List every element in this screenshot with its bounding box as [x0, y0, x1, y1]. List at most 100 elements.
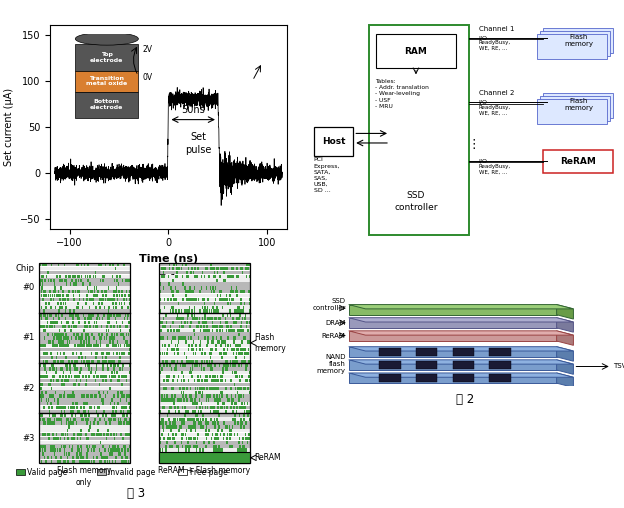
Bar — [243, 406, 245, 409]
Bar — [176, 317, 178, 321]
Bar — [102, 456, 104, 459]
Bar — [71, 410, 72, 413]
Bar — [240, 313, 241, 316]
Bar — [59, 294, 61, 297]
Bar — [43, 344, 45, 347]
Bar — [172, 360, 173, 363]
Bar — [117, 313, 118, 316]
Bar — [192, 398, 193, 401]
Bar — [67, 456, 68, 459]
Bar — [199, 449, 200, 452]
Bar — [54, 294, 56, 297]
Bar — [70, 313, 71, 316]
Bar — [107, 306, 109, 309]
Bar — [70, 367, 71, 371]
Bar — [48, 398, 49, 401]
Bar — [82, 375, 84, 378]
Bar — [49, 306, 51, 309]
Bar — [50, 444, 51, 448]
Bar — [104, 449, 105, 452]
Bar — [210, 317, 211, 321]
Bar — [89, 360, 90, 363]
Bar — [64, 414, 65, 417]
Bar — [52, 294, 54, 297]
Bar — [105, 294, 107, 297]
Bar — [96, 352, 97, 355]
Bar — [102, 360, 104, 363]
Bar — [89, 444, 90, 448]
Bar — [232, 317, 234, 321]
Bar — [243, 336, 245, 340]
Bar — [53, 437, 55, 440]
Bar — [87, 333, 89, 336]
Bar — [39, 418, 41, 421]
Bar — [231, 287, 232, 290]
Bar — [75, 325, 77, 328]
Bar — [213, 336, 214, 340]
Bar — [44, 352, 46, 355]
Bar — [102, 391, 104, 394]
Bar — [53, 360, 54, 363]
Bar — [237, 344, 238, 347]
Bar — [114, 414, 116, 417]
Bar — [121, 456, 122, 459]
Bar — [46, 391, 47, 394]
Bar — [213, 290, 215, 294]
Bar — [114, 418, 115, 421]
Bar — [57, 402, 59, 405]
Bar — [248, 360, 249, 363]
Bar — [122, 321, 124, 324]
Bar — [243, 437, 244, 440]
Bar — [110, 418, 112, 421]
Bar — [86, 402, 87, 405]
Bar — [217, 429, 219, 432]
Bar — [216, 348, 217, 352]
Bar — [182, 433, 184, 436]
Bar — [87, 263, 89, 266]
Bar — [158, 321, 250, 324]
Text: Set
pulse: Set pulse — [185, 133, 212, 155]
Bar — [90, 344, 92, 347]
Bar — [207, 336, 208, 340]
Bar — [64, 391, 66, 394]
Bar — [178, 410, 180, 413]
Bar — [44, 444, 46, 448]
Bar — [168, 267, 170, 270]
Bar — [209, 460, 210, 463]
Bar — [195, 387, 197, 390]
Bar — [87, 294, 88, 297]
Bar — [46, 263, 47, 266]
Bar — [193, 333, 195, 336]
Bar — [193, 422, 195, 425]
Bar — [158, 313, 250, 316]
Bar — [99, 433, 100, 436]
Bar — [159, 321, 161, 324]
Bar — [39, 278, 41, 282]
Bar — [245, 348, 246, 352]
Bar — [215, 437, 217, 440]
Bar — [240, 290, 242, 294]
Bar — [130, 360, 131, 363]
Bar — [45, 360, 47, 363]
Bar — [209, 309, 210, 313]
Bar — [184, 406, 186, 409]
Bar — [249, 418, 250, 421]
Bar — [99, 394, 101, 398]
Bar — [227, 398, 228, 401]
Bar — [52, 360, 54, 363]
Bar — [41, 398, 42, 401]
Bar — [185, 336, 187, 340]
Bar — [96, 433, 97, 436]
Bar — [71, 437, 72, 440]
Bar — [92, 394, 94, 398]
Bar — [60, 278, 61, 282]
Bar — [208, 429, 210, 432]
Bar — [165, 444, 167, 448]
Bar — [219, 290, 221, 294]
Bar — [114, 449, 115, 452]
Bar — [51, 356, 53, 359]
Bar — [61, 414, 62, 417]
Bar — [167, 398, 169, 401]
Bar — [72, 460, 74, 463]
Bar — [77, 333, 78, 336]
